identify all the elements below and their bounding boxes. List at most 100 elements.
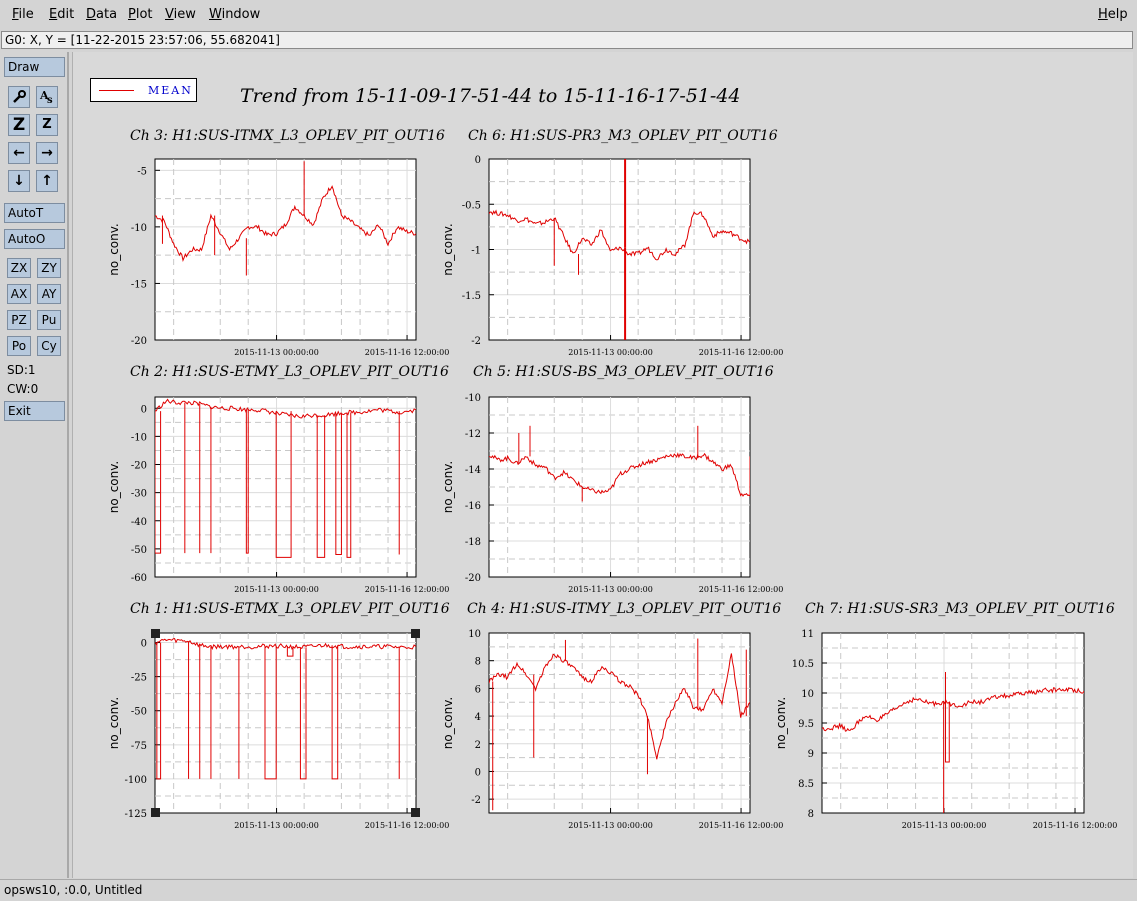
series-glitch [316, 415, 326, 558]
ay-button[interactable]: AY [37, 284, 61, 304]
selection-handle[interactable] [151, 629, 160, 638]
series-glitch [264, 646, 277, 780]
y-axis-label: no_conv. [107, 461, 121, 513]
zoom-in-button[interactable]: Z [36, 114, 58, 136]
series-line [489, 452, 750, 497]
y-tick-label: 10 [468, 629, 481, 640]
y-tick-label: 9 [808, 749, 814, 760]
y-tick-label: -15 [131, 279, 147, 290]
cw-label: CW:0 [7, 382, 39, 396]
chart-1[interactable]: -5 -10 -15 -20 2015-11-13 00:00:00 2015-11-16… [95, 158, 456, 366]
exit-button[interactable]: Exit [4, 401, 65, 421]
y-tick-label: -75 [131, 741, 147, 752]
pu-button[interactable]: Pu [37, 310, 61, 330]
series-glitch [331, 645, 339, 780]
zoom-out-button[interactable]: Z [8, 114, 30, 136]
menu-help[interactable]: Help [1098, 7, 1128, 22]
y-tick-label: 8 [808, 809, 814, 820]
y-tick-label: -10 [131, 432, 147, 443]
y-tick-label: -10 [131, 223, 147, 234]
zy-button[interactable]: ZY [37, 258, 61, 278]
plot-frame [488, 632, 751, 814]
y-tick-label: -5 [137, 166, 147, 177]
draw-button[interactable]: Draw [4, 57, 65, 77]
selection-handle[interactable] [411, 808, 420, 817]
x-tick-label: 2015-11-16 12:00:00 [1033, 821, 1118, 830]
pan-down-button[interactable]: ↓ [8, 170, 30, 192]
y-tick-label: -20 [131, 336, 147, 347]
pan-right-button[interactable]: → [36, 142, 58, 164]
chart-6[interactable]: 10 8 6 4 2 0 -2 2015-11-13 00:00:00 2015-11-16 1… [429, 629, 790, 839]
y-tick-label: -2 [471, 795, 481, 806]
series-glitch [335, 413, 342, 555]
zoom-out-icon: Z [12, 115, 26, 135]
y-axis-label: no_conv. [107, 223, 121, 275]
y-tick-label: 0 [475, 767, 481, 778]
chart-title: Ch 4: H1:SUS-ITMY_L3_OPLEV_PIT_OUT16 [467, 601, 782, 617]
y-tick-label: -40 [131, 517, 147, 528]
x-tick-label: 2015-11-16 12:00:00 [365, 821, 450, 830]
chart-5[interactable]: 0 -25 -50 -75 -100 -125 2015-11-13 00:00:00 201… [95, 632, 456, 839]
pan-up-button[interactable]: ↑ [36, 170, 58, 192]
chart-2[interactable]: 0 -0.5 -1 -1.5 -2 2015-11-13 00:00:00 2015-11-… [429, 155, 790, 366]
arrow-right-icon: → [41, 145, 53, 161]
series-line [155, 398, 416, 419]
y-tick-label: 10.5 [792, 659, 814, 670]
series-line [822, 687, 1084, 732]
menu-plot[interactable]: Plot [128, 7, 153, 22]
x-tick-label: 2015-11-16 12:00:00 [365, 348, 450, 357]
y-axis-label: no_conv. [441, 697, 455, 749]
y-tick-label: -1.5 [462, 291, 481, 302]
cy-button[interactable]: Cy [37, 336, 61, 356]
x-tick-label: 2015-11-13 00:00:00 [234, 348, 319, 357]
y-tick-label: 6 [475, 684, 481, 695]
arrow-up-icon: ↑ [41, 173, 53, 189]
pan-left-button[interactable]: ← [8, 142, 30, 164]
y-tick-label: -10 [465, 393, 481, 404]
series-glitch [346, 412, 352, 558]
y-tick-label: 11 [801, 629, 814, 640]
y-tick-label: 2 [475, 740, 481, 751]
x-tick-label: 2015-11-13 00:00:00 [902, 821, 987, 830]
chart-3[interactable]: 0 -10 -20 -30 -40 -50 -60 2015-11-13 00:00:00 20… [95, 396, 456, 603]
series-glitch [156, 642, 162, 780]
selection-handle[interactable] [411, 629, 420, 638]
y-tick-label: -0.5 [462, 200, 481, 211]
y-tick-label: 0 [141, 404, 147, 415]
autoo-button[interactable]: AutoO [4, 229, 65, 249]
y-tick-label: 4 [475, 712, 481, 723]
x-tick-label: 2015-11-13 00:00:00 [568, 348, 653, 357]
menu-view[interactable]: View [165, 7, 196, 22]
selection-handle[interactable] [151, 808, 160, 817]
svg-text:A: A [39, 89, 49, 102]
ax-button[interactable]: AX [7, 284, 31, 304]
plot-frame [154, 158, 417, 341]
series-glitch [299, 647, 307, 780]
magnify-button[interactable] [8, 86, 30, 108]
menu-data[interactable]: Data [86, 7, 118, 22]
legend-label: MEAN [148, 84, 193, 97]
zx-button[interactable]: ZX [7, 258, 31, 278]
y-tick-label: -25 [131, 673, 147, 684]
chart-7[interactable]: 11 10.5 10 9.5 9 8.5 8 2015-11-13 00:00:00 2015-… [762, 629, 1124, 839]
status-bar: opsws10, :0.0, Untitled [0, 879, 1137, 901]
series-glitch [286, 645, 294, 657]
series-line [155, 638, 416, 651]
pz-button[interactable]: PZ [7, 310, 31, 330]
y-tick-label: -18 [465, 537, 481, 548]
x-tick-label: 2015-11-16 12:00:00 [699, 348, 784, 357]
autot-button[interactable]: AutoT [4, 203, 65, 223]
chart-title: Ch 5: H1:SUS-BS_M3_OPLEV_PIT_OUT16 [473, 364, 774, 380]
y-tick-label: 0 [141, 639, 147, 650]
menu-window[interactable]: Window [209, 7, 261, 22]
chart-4[interactable]: -10 -12 -14 -16 -18 -20 2015-11-13 00:00:00 201… [429, 393, 790, 603]
po-button[interactable]: Po [7, 336, 31, 356]
series-line [489, 653, 750, 760]
legend-line [99, 90, 134, 91]
menu-edit[interactable]: Edit [49, 7, 75, 22]
menu-file[interactable]: File [12, 7, 34, 22]
y-tick-label: 0 [475, 155, 481, 166]
y-tick-label: -12 [465, 429, 481, 440]
